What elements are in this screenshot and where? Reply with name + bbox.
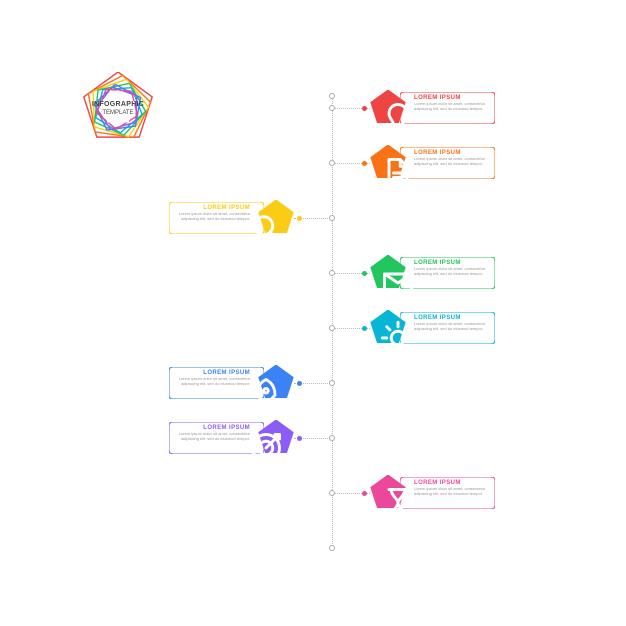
- connector-end-dot: [362, 491, 367, 496]
- timeline-step: LOREM IPSUMLorem ipsum dolor sit amet, c…: [370, 250, 498, 296]
- timeline-step: LOREM IPSUMLorem ipsum dolor sit amet, c…: [370, 85, 498, 131]
- step-pentagon: [258, 200, 294, 236]
- step-textblock: LOREM IPSUMLorem ipsum dolor sit amet, c…: [166, 365, 294, 401]
- doc-icon: [380, 155, 416, 191]
- step-pentagon: [370, 90, 406, 126]
- step-body: Lorem ipsum dolor sit amet, consectetur …: [175, 432, 250, 442]
- mail-icon: [380, 265, 416, 301]
- step-pentagon: [258, 365, 294, 401]
- timeline-step: LOREM IPSUMLorem ipsum dolor sit amet, c…: [166, 415, 294, 461]
- spine-node-dot: [329, 215, 335, 221]
- step-textblock: LOREM IPSUMLorem ipsum dolor sit amet, c…: [370, 90, 498, 126]
- step-textblock: LOREM IPSUMLorem ipsum dolor sit amet, c…: [166, 200, 294, 236]
- step-body: Lorem ipsum dolor sit amet, consectetur …: [175, 377, 250, 387]
- spine-node-dot: [329, 435, 335, 441]
- connector-end-dot: [362, 161, 367, 166]
- step-pentagon: [258, 420, 294, 456]
- step-body: Lorem ipsum dolor sit amet, consectetur …: [414, 487, 489, 497]
- step-pentagon: [370, 310, 406, 346]
- connector-end-dot: [297, 436, 302, 441]
- step-body: Lorem ipsum dolor sit amet, consectetur …: [414, 102, 489, 112]
- timeline-step: LOREM IPSUMLorem ipsum dolor sit amet, c…: [370, 305, 498, 351]
- step-textblock: LOREM IPSUMLorem ipsum dolor sit amet, c…: [370, 145, 498, 181]
- step-pentagon: [370, 145, 406, 181]
- spine-node-dot: [329, 160, 335, 166]
- spine-node-dot: [329, 105, 335, 111]
- step-textblock: LOREM IPSUMLorem ipsum dolor sit amet, c…: [370, 475, 498, 511]
- step-textblock: LOREM IPSUMLorem ipsum dolor sit amet, c…: [370, 310, 498, 346]
- header-title: INFOGRAPHICTEMPLATE: [82, 101, 154, 118]
- step-textblock: LOREM IPSUMLorem ipsum dolor sit amet, c…: [370, 255, 498, 291]
- spine-node-dot: [329, 325, 335, 331]
- infographic-canvas: INFOGRAPHICTEMPLATE LOREM IPSUMLorem ipsu…: [0, 0, 626, 626]
- step-body: Lorem ipsum dolor sit amet, consectetur …: [175, 212, 250, 222]
- timeline-step: LOREM IPSUMLorem ipsum dolor sit amet, c…: [370, 140, 498, 186]
- spine-node-dot: [329, 490, 335, 496]
- timeline-step: LOREM IPSUMLorem ipsum dolor sit amet, c…: [166, 195, 294, 241]
- timeline-step: LOREM IPSUMLorem ipsum dolor sit amet, c…: [166, 360, 294, 406]
- connector-end-dot: [297, 216, 302, 221]
- timeline-step: LOREM IPSUMLorem ipsum dolor sit amet, c…: [370, 470, 498, 516]
- step-textblock: LOREM IPSUMLorem ipsum dolor sit amet, c…: [166, 420, 294, 456]
- step-pentagon: [370, 475, 406, 511]
- spine-node-dot: [329, 270, 335, 276]
- connector-end-dot: [362, 106, 367, 111]
- gear-icon: [380, 320, 416, 356]
- header-title-text: INFOGRAPHIC: [82, 101, 154, 109]
- spine-node-dot: [329, 380, 335, 386]
- step-body: Lorem ipsum dolor sit amet, consectetur …: [414, 157, 489, 167]
- step-body: Lorem ipsum dolor sit amet, consectetur …: [414, 267, 489, 277]
- spine-end-dot: [329, 93, 335, 99]
- connector-end-dot: [362, 326, 367, 331]
- bulb-icon: [380, 100, 416, 136]
- search-icon: [248, 210, 284, 246]
- spine-end-dot: [329, 545, 335, 551]
- rocket-icon: [248, 375, 284, 411]
- header-badge: INFOGRAPHICTEMPLATE: [82, 72, 154, 144]
- connector-end-dot: [297, 381, 302, 386]
- hourglass-icon: [380, 485, 416, 521]
- connector-end-dot: [362, 271, 367, 276]
- target-icon: [248, 430, 284, 466]
- header-subtitle-text: TEMPLATE: [82, 110, 154, 117]
- step-body: Lorem ipsum dolor sit amet, consectetur …: [414, 322, 489, 332]
- step-pentagon: [370, 255, 406, 291]
